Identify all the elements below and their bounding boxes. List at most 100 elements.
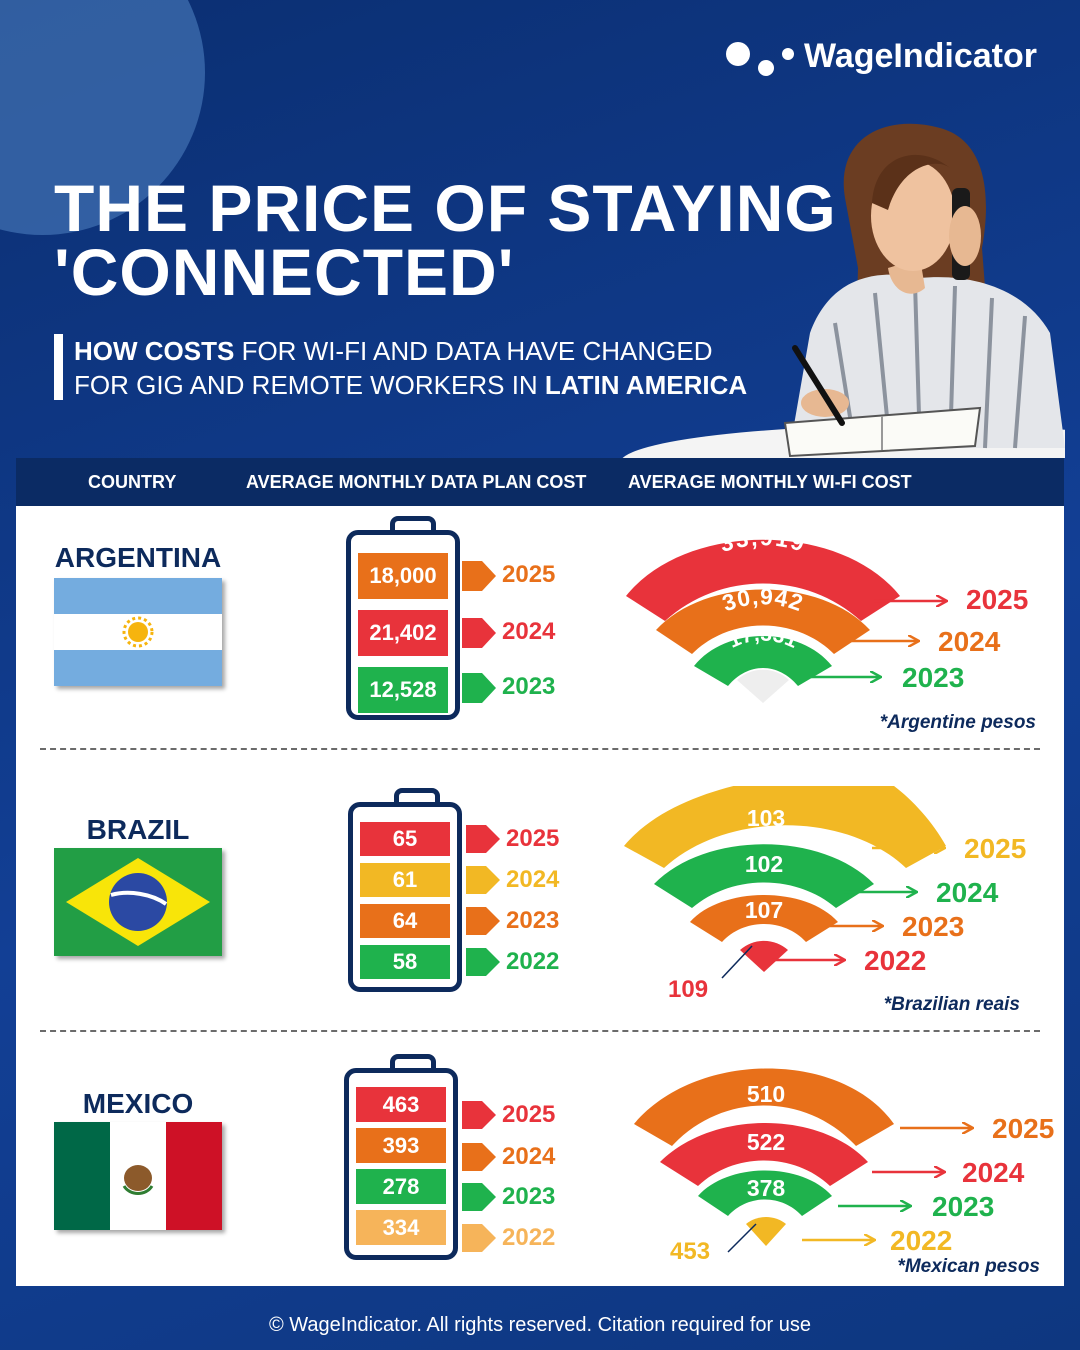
table-header: COUNTRY AVERAGE MONTHLY DATA PLAN COST A… xyxy=(16,458,1064,506)
battery-cap-icon xyxy=(390,1054,436,1070)
column-header-country: COUNTRY xyxy=(88,472,177,492)
country-name: ARGENTINA xyxy=(54,542,222,573)
column-header-data-plan: AVERAGE MONTHLY DATA PLAN COST xyxy=(246,472,587,492)
mexico-flag-icon xyxy=(54,1122,222,1230)
wifi-arc xyxy=(634,1068,894,1146)
comparison-panel: ARGENTINA 18,000 21,402 12,528 2025 2024… xyxy=(16,506,1064,1286)
data-plan-year: 2025 xyxy=(502,561,556,588)
wifi-year: 2024 xyxy=(936,877,999,908)
wifi-year: 2024 xyxy=(938,626,1001,657)
wifi-cost-chart: 33,919 30,942 17,331 2025 2024 2023 xyxy=(626,526,1028,703)
data-plan-battery: 18,000 21,402 12,528 xyxy=(346,530,460,720)
column-header-wifi: AVERAGE MONTHLY WI-FI COST xyxy=(628,472,912,492)
year-pointer-icon xyxy=(462,561,496,591)
year-pointer-icon xyxy=(466,866,500,894)
data-plan-cell: 393 xyxy=(356,1128,446,1163)
data-plan-year: 2023 xyxy=(502,1183,556,1210)
year-pointer-icon xyxy=(462,1143,496,1171)
data-plan-year: 2022 xyxy=(502,1224,556,1251)
data-plan-cell: 12,528 xyxy=(358,667,448,713)
country-name: BRAZIL xyxy=(86,814,190,845)
wifi-dot-icon xyxy=(737,669,789,703)
wifi-year: 2025 xyxy=(992,1113,1054,1144)
woman-on-phone-photo-icon xyxy=(622,123,1065,458)
logo-text: WageIndicator xyxy=(804,37,1037,75)
data-plan-year: 2023 xyxy=(502,673,556,700)
wifi-arc xyxy=(654,844,874,908)
brazil-flag-icon xyxy=(54,848,222,956)
wageindicator-logo: WageIndicator xyxy=(726,34,1056,78)
logo-dot-icon xyxy=(726,42,750,66)
row-divider xyxy=(40,1030,1040,1032)
title-line-1: THE PRICE OF STAYING xyxy=(54,171,837,245)
wifi-value: 510 xyxy=(747,1081,785,1107)
callout-line xyxy=(727,1223,757,1253)
data-plan-cell: 463 xyxy=(356,1087,446,1122)
data-plan-cell: 64 xyxy=(360,904,450,938)
wifi-value: 102 xyxy=(745,851,783,877)
data-plan-year: 2024 xyxy=(506,866,560,893)
wifi-year: 2022 xyxy=(864,945,926,976)
data-plan-cell: 61 xyxy=(360,863,450,897)
subtitle-bold-1: HOW COSTS xyxy=(74,336,235,366)
currency-note: *Mexican pesos xyxy=(897,1256,1040,1277)
logo-dot-icon xyxy=(782,48,794,60)
wifi-arc xyxy=(660,1123,868,1186)
year-pointer-icon xyxy=(466,948,500,976)
data-plan-year: 2025 xyxy=(502,1101,556,1128)
wifi-callout-value: 109 xyxy=(668,976,709,1003)
subtitle-accent-bar xyxy=(54,334,63,400)
data-plan-year: 2024 xyxy=(502,1143,556,1170)
year-pointer-icon xyxy=(466,907,500,935)
row-divider xyxy=(40,748,1040,750)
wifi-value: 378 xyxy=(747,1175,786,1201)
data-plan-cell: 334 xyxy=(356,1210,446,1245)
data-plan-cell: 278 xyxy=(356,1169,446,1204)
argentina-flag-icon xyxy=(54,578,222,686)
currency-note: *Argentine pesos xyxy=(879,712,1036,733)
data-plan-cell: 21,402 xyxy=(358,610,448,656)
wifi-year: 2022 xyxy=(890,1225,952,1256)
footer-copyright: © WageIndicator. All rights reserved. Ci… xyxy=(268,1314,812,1336)
data-plan-cell: 58 xyxy=(360,945,450,979)
wifi-year: 2023 xyxy=(932,1191,994,1222)
page-title: THE PRICE OF STAYING 'CONNECTED' xyxy=(54,171,914,305)
callout-line xyxy=(721,945,753,979)
wifi-year: 2025 xyxy=(964,833,1026,864)
year-pointer-icon xyxy=(466,825,500,853)
wifi-value: 522 xyxy=(747,1129,785,1155)
wifi-year: 2025 xyxy=(966,584,1028,615)
wifi-arc xyxy=(746,1216,786,1246)
wifi-arc xyxy=(656,589,870,654)
data-plan-year: 2025 xyxy=(506,825,560,852)
year-pointer-icon xyxy=(462,1183,496,1211)
year-pointer-icon xyxy=(462,1101,496,1129)
currency-note: *Brazilian reais xyxy=(883,994,1020,1015)
wifi-arc xyxy=(694,636,832,686)
data-plan-year: 2022 xyxy=(506,948,560,975)
year-pointer-icon xyxy=(462,618,496,648)
data-plan-year: 2024 xyxy=(502,618,556,645)
wifi-callout-value: 453 xyxy=(670,1238,711,1265)
battery-cap-icon xyxy=(394,788,440,804)
subtitle-bold-2: LATIN AMERICA xyxy=(544,370,748,400)
country-name: MEXICO xyxy=(82,1088,194,1119)
wifi-arc xyxy=(690,895,838,942)
wifi-value: 103 xyxy=(747,805,785,831)
wifi-cost-chart: 103 102 107 2025 2024 2023 2022 xyxy=(624,786,1026,979)
year-pointer-icon xyxy=(462,673,496,703)
subtitle: HOW COSTS FOR WI-FI AND DATA HAVE CHANGE… xyxy=(74,334,747,402)
subtitle-text-2: FOR GIG AND REMOTE WORKERS IN xyxy=(74,370,545,400)
wifi-arc xyxy=(698,1170,832,1216)
wifi-arc xyxy=(740,940,788,972)
logo-dot-icon xyxy=(758,60,774,76)
wifi-year: 2023 xyxy=(902,662,964,693)
data-plan-battery: 65 61 64 58 xyxy=(348,802,462,992)
wifi-cost-chart: 510 522 378 2025 2024 2023 2022 xyxy=(634,1068,1054,1256)
battery-cap-icon xyxy=(390,516,436,532)
data-plan-battery: 463 393 278 334 xyxy=(344,1068,458,1260)
subtitle-text-1: FOR WI-FI AND DATA HAVE CHANGED xyxy=(234,336,713,366)
data-plan-cell: 65 xyxy=(360,822,450,856)
data-plan-cell: 18,000 xyxy=(358,553,448,599)
